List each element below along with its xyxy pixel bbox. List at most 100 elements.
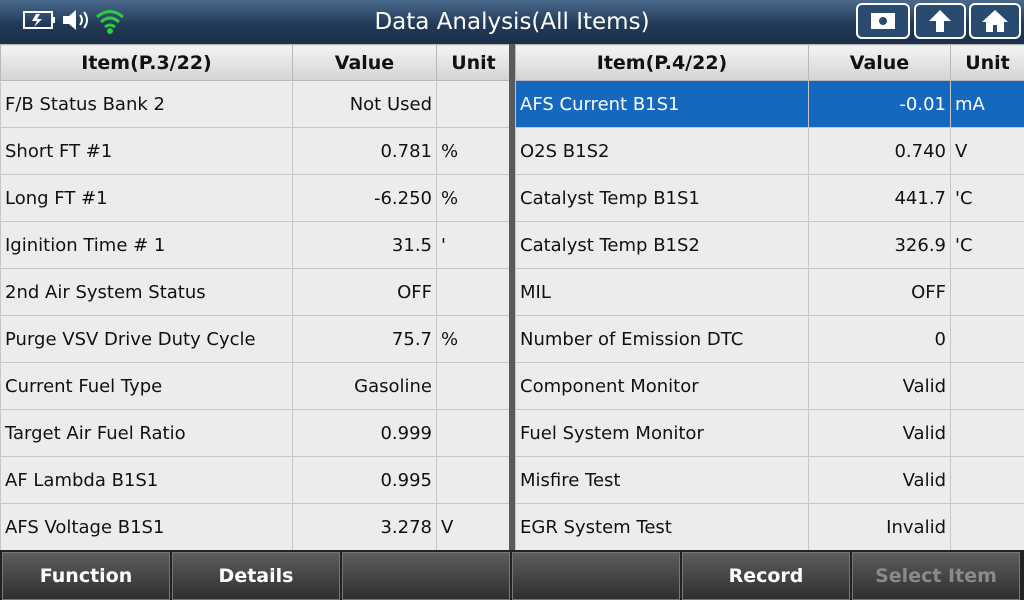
- footer-button[interactable]: Function: [2, 552, 170, 600]
- item-cell: Misfire Test: [515, 456, 809, 504]
- data-row[interactable]: Component Monitor Valid: [515, 362, 1024, 410]
- value-cell: 441.7: [808, 174, 951, 222]
- data-row[interactable]: Purge VSV Drive Duty Cycle 75.7%: [0, 315, 511, 363]
- unit-cell: V: [950, 127, 1024, 175]
- data-table: Item(P.3/22) Value Unit F/B Status Bank 2 No…: [0, 44, 511, 551]
- data-row[interactable]: Misfire Test Valid: [515, 456, 1024, 504]
- data-row[interactable]: AFS Voltage B1S1 3.278 V: [0, 503, 511, 551]
- data-row[interactable]: MIL OFF: [515, 268, 1024, 316]
- value-cell: 0.999: [292, 409, 437, 457]
- footer: Function Details Record Select Item: [0, 550, 1024, 600]
- data-row[interactable]: Fuel System Monitor Valid: [515, 409, 1024, 457]
- item-cell: Purge VSV Drive Duty Cycle: [0, 315, 293, 363]
- column-header: Unit: [950, 44, 1024, 81]
- item-cell: AFS Current B1S1: [515, 80, 809, 128]
- data-row[interactable]: AF Lambda B1S1 0.995: [0, 456, 511, 504]
- data-row[interactable]: EGR System Test Invalid: [515, 503, 1024, 551]
- value-cell: 3.278: [292, 503, 437, 551]
- header-row: Item(P.3/22) Value Unit: [0, 44, 511, 81]
- header: Data Analysis(All Items): [0, 0, 1024, 44]
- data-row[interactable]: Catalyst Temp B1S2 326.9 'C: [515, 221, 1024, 269]
- unit-cell: V: [436, 503, 511, 551]
- value-cell: 0: [808, 315, 951, 363]
- home-icon: [982, 10, 1008, 32]
- footer-button[interactable]: [342, 552, 510, 600]
- footer-button[interactable]: Record: [682, 552, 850, 600]
- value-cell: OFF: [292, 268, 437, 316]
- value-cell: Valid: [808, 362, 951, 410]
- item-cell: O2S B1S2: [515, 127, 809, 175]
- charge-bolt: [32, 14, 42, 27]
- item-cell: AF Lambda B1S1: [0, 456, 293, 504]
- unit-cell: mA: [950, 80, 1024, 128]
- data-row[interactable]: F/B Status Bank 2 Not Used: [0, 80, 511, 128]
- wifi-dot: [107, 28, 113, 34]
- value-cell: OFF: [808, 268, 951, 316]
- value-cell: 0.995: [292, 456, 437, 504]
- data-row[interactable]: Long FT #1 -6.250%: [0, 174, 511, 222]
- footer-button[interactable]: Details: [172, 552, 340, 600]
- unit-cell: [436, 268, 511, 316]
- item-cell: Current Fuel Type: [0, 362, 293, 410]
- value-cell: 75.7: [292, 315, 437, 363]
- column-header: Item(P.3/22): [0, 44, 293, 81]
- item-cell: Catalyst Temp B1S2: [515, 221, 809, 269]
- unit-cell: [950, 409, 1024, 457]
- value-cell: 0.781: [292, 127, 437, 175]
- unit-cell: [950, 315, 1024, 363]
- data-row[interactable]: Iginition Time # 1 31.5 ': [0, 221, 511, 269]
- status-icons: [23, 10, 124, 34]
- value-cell: Invalid: [808, 503, 951, 551]
- column-header: Value: [292, 44, 437, 81]
- item-cell: Component Monitor: [515, 362, 809, 410]
- value-cell: 0.740: [808, 127, 951, 175]
- header-row: Item(P.4/22) Value Unit: [515, 44, 1024, 81]
- value-cell: Not Used: [292, 80, 437, 128]
- title: Data Analysis(All Items): [374, 9, 650, 35]
- unit-cell: [436, 362, 511, 410]
- item-cell: EGR System Test: [515, 503, 809, 551]
- item-cell: Target Air Fuel Ratio: [0, 409, 293, 457]
- column-header: Item(P.4/22): [515, 44, 809, 81]
- data-row[interactable]: Number of Emission DTC 0: [515, 315, 1024, 363]
- data-row[interactable]: AFS Current B1S1 -0.01 mA: [515, 80, 1024, 128]
- item-cell: Long FT #1: [0, 174, 293, 222]
- unit-cell: [950, 456, 1024, 504]
- data-row[interactable]: Short FT #1 0.781%: [0, 127, 511, 175]
- value-cell: Valid: [808, 456, 951, 504]
- data-row[interactable]: Target Air Fuel Ratio 0.999: [0, 409, 511, 457]
- footer-button: Select Item: [852, 552, 1020, 600]
- divider: [509, 44, 515, 550]
- value-cell: 326.9: [808, 221, 951, 269]
- header-buttons[interactable]: [854, 0, 1024, 44]
- unit-cell: %: [436, 174, 511, 222]
- unit-cell: [950, 268, 1024, 316]
- battery-tip: [52, 17, 55, 23]
- unit-cell: [436, 456, 511, 504]
- value-cell: 31.5: [292, 221, 437, 269]
- item-cell: AFS Voltage B1S1: [0, 503, 293, 551]
- speaker-waves: [79, 11, 88, 29]
- data-row[interactable]: 2nd Air System Status OFF: [0, 268, 511, 316]
- data-table: Item(P.4/22) Value Unit AFS Current B1S1 -0.…: [515, 44, 1024, 551]
- item-cell: Catalyst Temp B1S1: [515, 174, 809, 222]
- unit-cell: %: [436, 127, 511, 175]
- item-cell: Short FT #1: [0, 127, 293, 175]
- data-row[interactable]: Current Fuel Type Gasoline: [0, 362, 511, 410]
- item-cell: 2nd Air System Status: [0, 268, 293, 316]
- data-row[interactable]: O2S B1S2 0.740 V: [515, 127, 1024, 175]
- column-header: Unit: [436, 44, 511, 81]
- camera-lens: [879, 17, 887, 25]
- unit-cell: [950, 362, 1024, 410]
- column-header: Value: [808, 44, 951, 81]
- speaker-icon: [63, 10, 76, 30]
- data-row[interactable]: Catalyst Temp B1S1 441.7 'C: [515, 174, 1024, 222]
- item-cell: Fuel System Monitor: [515, 409, 809, 457]
- unit-cell: [950, 503, 1024, 551]
- footer-button[interactable]: [512, 552, 680, 600]
- item-cell: Iginition Time # 1: [0, 221, 293, 269]
- wifi-icon: [96, 10, 124, 29]
- item-cell: MIL: [515, 268, 809, 316]
- value-cell: Valid: [808, 409, 951, 457]
